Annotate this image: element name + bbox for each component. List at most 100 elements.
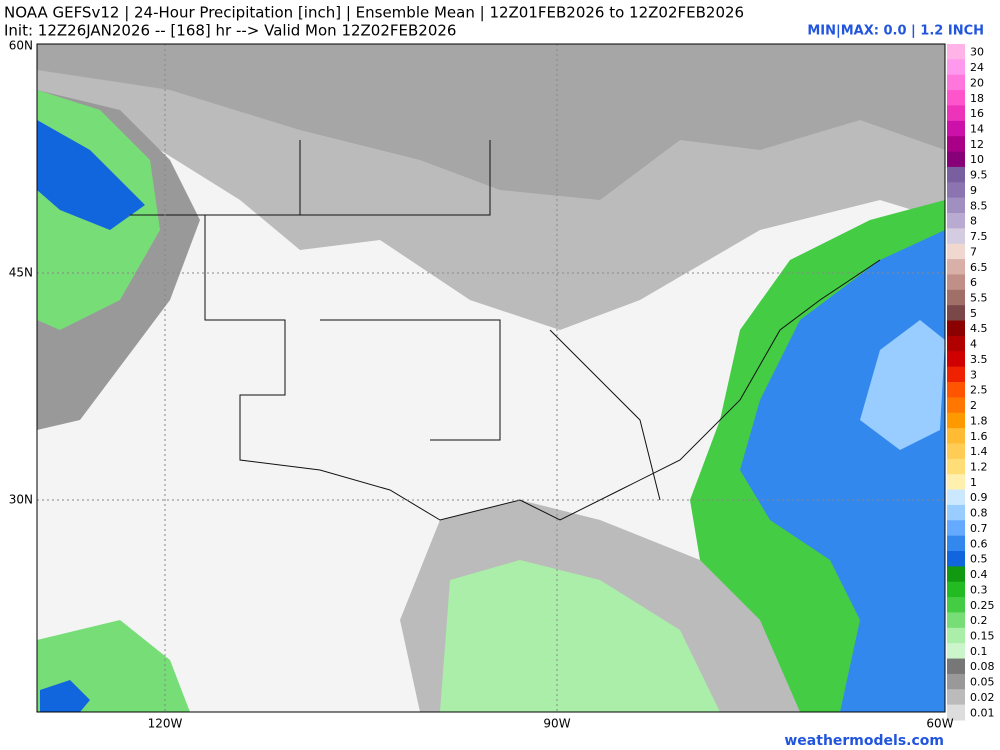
colorbar-label: 0.8 bbox=[970, 507, 988, 520]
colorbar-swatch bbox=[947, 627, 965, 644]
colorbar-label: 0.6 bbox=[970, 537, 988, 550]
colorbar-swatch bbox=[947, 474, 965, 491]
colorbar-label: 5.5 bbox=[970, 292, 988, 305]
colorbar-label: 1.6 bbox=[970, 430, 988, 443]
colorbar-swatch bbox=[947, 397, 965, 414]
precip-gray-dark bbox=[37, 44, 945, 200]
colorbar-swatch bbox=[947, 428, 965, 444]
colorbar-swatch bbox=[947, 44, 965, 60]
colorbar-swatch bbox=[947, 597, 965, 613]
colorbar-label: 4 bbox=[970, 338, 977, 351]
map-frame bbox=[36, 43, 946, 713]
colorbar-swatch bbox=[947, 504, 965, 521]
colorbar-swatch bbox=[947, 489, 965, 506]
map bbox=[36, 43, 946, 713]
colorbar-label: 7 bbox=[970, 245, 977, 258]
colorbar-label: 12 bbox=[970, 138, 984, 151]
colorbar-label: 14 bbox=[970, 123, 984, 136]
colorbar-label: 0.2 bbox=[970, 614, 988, 627]
colorbar-label: 0.02 bbox=[970, 691, 995, 704]
colorbar-swatch bbox=[947, 412, 965, 429]
colorbar-label: 20 bbox=[970, 76, 984, 89]
colorbar-label: 0.08 bbox=[970, 660, 995, 673]
lat-label: 45N bbox=[9, 266, 33, 280]
precip-pacific-blue bbox=[40, 680, 90, 712]
colorbar-label: 18 bbox=[970, 92, 984, 105]
axis-labels: 60N 45N 30N 120W 90W 60W bbox=[9, 39, 954, 731]
colorbar-swatch bbox=[947, 320, 965, 337]
colorbar-swatch bbox=[947, 151, 965, 168]
colorbar: 30242018161412109.598.587.576.565.554.54… bbox=[947, 44, 995, 721]
colorbar-swatch bbox=[947, 59, 965, 76]
precip-atlantic-lightblue bbox=[860, 320, 945, 450]
colorbar-label: 6.5 bbox=[970, 261, 988, 274]
colorbar-label: 1.8 bbox=[970, 414, 988, 427]
colorbar-swatch bbox=[947, 259, 965, 275]
colorbar-label: 0.25 bbox=[970, 599, 995, 612]
colorbar-swatch bbox=[947, 458, 965, 475]
colorbar-swatch bbox=[947, 243, 965, 260]
lon-label: 60W bbox=[926, 717, 953, 731]
colorbar-swatch bbox=[947, 213, 965, 229]
colorbar-swatch bbox=[947, 136, 965, 153]
colorbar-swatch bbox=[947, 182, 965, 199]
title-line-1: NOAA GEFSv12 | 24-Hour Precipitation [in… bbox=[4, 4, 744, 22]
colorbar-label: 9 bbox=[970, 184, 977, 197]
colorbar-swatch bbox=[947, 366, 965, 383]
boundaries bbox=[130, 140, 881, 521]
colorbar-swatch bbox=[947, 166, 965, 183]
colorbar-label: 0.05 bbox=[970, 676, 995, 689]
precip-west-blue bbox=[37, 120, 145, 230]
colorbar-swatch bbox=[947, 335, 965, 352]
colorbar-swatch bbox=[947, 443, 965, 460]
precip-caribbean-green bbox=[440, 560, 720, 712]
colorbar-label: 2.5 bbox=[970, 384, 988, 397]
colorbar-label: 10 bbox=[970, 153, 984, 166]
colorbar-label: 0.5 bbox=[970, 553, 988, 566]
colorbar-label: 30 bbox=[970, 46, 984, 59]
colorbar-label: 2 bbox=[970, 399, 977, 412]
colorbar-swatch bbox=[947, 105, 965, 122]
colorbar-swatch bbox=[947, 535, 965, 552]
colorbar-swatch bbox=[947, 228, 965, 245]
colorbar-swatch bbox=[947, 74, 965, 91]
lat-label: 60N bbox=[9, 39, 33, 53]
colorbar-label: 6 bbox=[970, 276, 977, 289]
colorbar-label: 1 bbox=[970, 476, 977, 489]
colorbar-swatch bbox=[947, 90, 965, 106]
colorbar-swatch bbox=[947, 274, 965, 291]
range-label: MIN|MAX: 0.0 | 1.2 INCH bbox=[807, 24, 984, 39]
colorbar-swatch bbox=[947, 197, 965, 214]
colorbar-swatch bbox=[947, 351, 965, 368]
colorbar-label: 0.1 bbox=[970, 645, 988, 658]
colorbar-label: 16 bbox=[970, 107, 984, 120]
colorbar-swatch bbox=[947, 305, 965, 322]
lon-label: 90W bbox=[543, 717, 570, 731]
colorbar-label: 0.9 bbox=[970, 491, 988, 504]
colorbar-swatch bbox=[947, 673, 965, 690]
colorbar-swatch bbox=[947, 658, 965, 675]
colorbar-label: 3 bbox=[970, 368, 977, 381]
colorbar-swatch bbox=[947, 643, 965, 660]
colorbar-swatch bbox=[947, 612, 965, 629]
colorbar-label: 1.4 bbox=[970, 445, 988, 458]
colorbar-label: 8.5 bbox=[970, 199, 988, 212]
colorbar-swatch bbox=[947, 566, 965, 583]
colorbar-swatch bbox=[947, 289, 965, 306]
title-line-2: Init: 12Z26JAN2026 -- [168] hr --> Valid… bbox=[4, 22, 456, 40]
credit: weathermodels.com bbox=[784, 733, 944, 749]
colorbar-swatch bbox=[947, 581, 965, 598]
colorbar-label: 0.3 bbox=[970, 583, 988, 596]
colorbar-swatch bbox=[947, 382, 965, 398]
colorbar-label: 8 bbox=[970, 215, 977, 228]
colorbar-swatch bbox=[947, 120, 965, 137]
colorbar-label: 0.01 bbox=[970, 706, 995, 719]
colorbar-label: 3.5 bbox=[970, 353, 988, 366]
colorbar-label: 0.4 bbox=[970, 568, 988, 581]
colorbar-label: 24 bbox=[970, 61, 984, 74]
colorbar-label: 4.5 bbox=[970, 322, 988, 335]
colorbar-label: 1.2 bbox=[970, 461, 988, 474]
colorbar-swatch bbox=[947, 551, 965, 567]
lat-label: 30N bbox=[9, 493, 33, 507]
colorbar-label: 5 bbox=[970, 307, 977, 320]
